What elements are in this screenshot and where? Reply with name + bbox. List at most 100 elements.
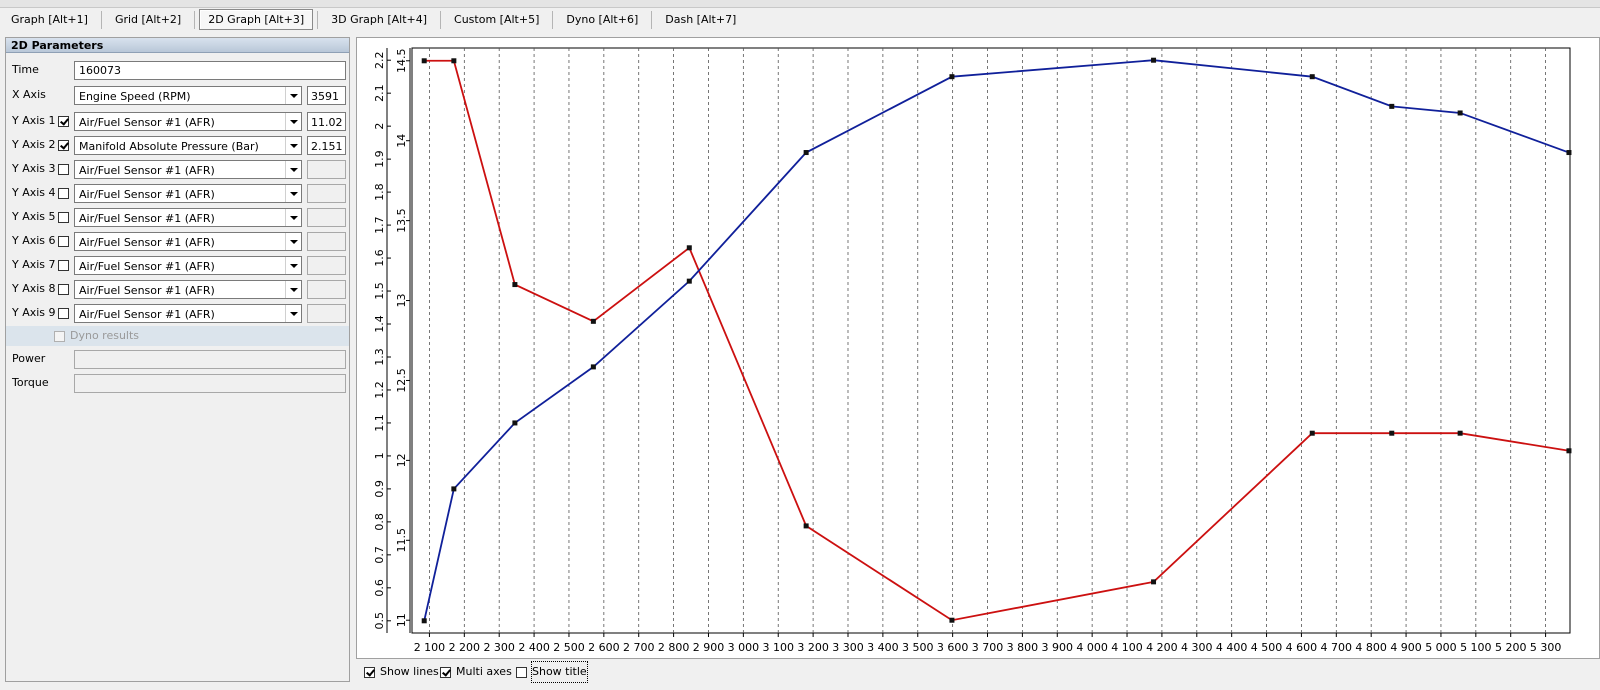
tab[interactable]: 2D Graph [Alt+3] [199, 9, 314, 30]
tab[interactable]: 3D Graph [Alt+4] [331, 13, 428, 26]
y2-tick-label: 1.9 [373, 150, 386, 168]
checkbox [54, 330, 65, 342]
checkbox[interactable] [58, 235, 69, 247]
option-label[interactable]: Show lines [380, 665, 439, 678]
x-tick-label: 2 900 [693, 641, 725, 654]
toolbar-strip [0, 0, 1600, 8]
panel-title: 2D Parameters [6, 38, 349, 53]
point-marker [803, 523, 809, 529]
row-label: Y Axis 2 [12, 138, 56, 151]
x-tick-label: 4 600 [1286, 641, 1318, 654]
x-tick-label: 4 800 [1355, 641, 1387, 654]
y2-tick-label: 2 [373, 123, 386, 130]
tab[interactable]: Custom [Alt+5] [454, 13, 540, 26]
dropdown[interactable]: Air/Fuel Sensor #1 (AFR) [74, 303, 302, 323]
parameters-panel: 2D Parameters Time 160073 X Axis Engine Spe… [5, 37, 350, 682]
x-tick-label: 3 700 [972, 641, 1004, 654]
x-tick-label: 3 400 [867, 641, 899, 654]
checkbox[interactable] [58, 211, 69, 223]
point-marker [1389, 430, 1395, 436]
y2-tick-label: 0.7 [373, 546, 386, 564]
dropdown[interactable]: Air/Fuel Sensor #1 (AFR) [74, 207, 302, 227]
value-box [307, 159, 346, 179]
dropdown-button[interactable] [285, 208, 301, 226]
row-label: X Axis [12, 88, 46, 101]
series-line [424, 59, 1570, 622]
checkbox[interactable] [58, 139, 69, 151]
dropdown[interactable]: Air/Fuel Sensor #1 (AFR) [74, 279, 302, 299]
point-marker [512, 282, 518, 288]
x-tick-label: 4 500 [1251, 641, 1283, 654]
point-marker [686, 278, 692, 284]
dropdown-button[interactable] [285, 280, 301, 298]
tab[interactable]: Grid [Alt+2] [114, 13, 182, 26]
point-marker [949, 74, 955, 80]
dropdown-button[interactable] [285, 112, 301, 130]
y2-tick-label: 0.6 [373, 579, 386, 597]
point-marker [1457, 110, 1463, 116]
option-label[interactable]: Show title [531, 661, 588, 683]
x-tick-label: 4 200 [1146, 641, 1178, 654]
point-marker [1566, 448, 1572, 454]
point-marker [421, 58, 427, 64]
time-field: 160073 [74, 60, 346, 80]
x-tick-label: 2 200 [449, 641, 481, 654]
tab-separator [100, 10, 102, 29]
dropdown[interactable]: Air/Fuel Sensor #1 (AFR) [74, 183, 302, 203]
dropdown-button[interactable] [285, 256, 301, 274]
dropdown-button[interactable] [285, 136, 301, 154]
dropdown-button[interactable] [285, 304, 301, 322]
y2-tick-label: 1.8 [373, 183, 386, 201]
dropdown[interactable]: Air/Fuel Sensor #1 (AFR) [74, 255, 302, 275]
point-marker [1309, 74, 1315, 80]
tab[interactable]: Graph [Alt+1] [11, 13, 88, 26]
dropdown[interactable]: Air/Fuel Sensor #1 (AFR) [74, 111, 302, 131]
dropdown-button[interactable] [285, 184, 301, 202]
point-marker [421, 618, 427, 624]
point-marker [686, 245, 692, 251]
tab[interactable]: Dyno [Alt+6] [566, 13, 639, 26]
y2-tick-label: 1.1 [373, 414, 386, 432]
x-tick-label: 2 500 [553, 641, 585, 654]
point-marker [1389, 103, 1395, 109]
checkbox[interactable] [58, 307, 69, 319]
row-label: Y Axis 4 [12, 186, 56, 199]
dropdown-button[interactable] [285, 86, 301, 104]
option-label[interactable]: Multi axes [456, 665, 512, 678]
row-label: Y Axis 9 [12, 306, 56, 319]
y-tick-label: 13 [395, 294, 408, 308]
row-label: Dyno results [70, 329, 140, 342]
checkbox[interactable] [440, 666, 451, 678]
value-box [307, 183, 346, 203]
checkbox[interactable] [58, 163, 69, 175]
dropdown[interactable]: Engine Speed (RPM) [74, 85, 302, 105]
x-tick-label: 3 300 [832, 641, 864, 654]
value-box: 3591 [307, 85, 346, 105]
dropdown[interactable]: Air/Fuel Sensor #1 (AFR) [74, 231, 302, 251]
point-marker [803, 150, 809, 156]
series-line [423, 59, 1570, 621]
checkbox[interactable] [516, 666, 527, 678]
dropdown[interactable]: Manifold Absolute Pressure (Bar) [74, 135, 302, 155]
row-label: Y Axis 1 [12, 114, 56, 127]
checkbox[interactable] [364, 666, 375, 678]
x-tick-label: 4 000 [1076, 641, 1108, 654]
checkbox[interactable] [58, 259, 69, 271]
value-box: 2.151 [307, 135, 346, 155]
checkbox[interactable] [58, 115, 69, 127]
checkbox[interactable] [58, 187, 69, 199]
point-marker [1309, 430, 1315, 436]
y2-tick-label: 1.6 [373, 249, 386, 267]
tab-separator [317, 10, 319, 29]
dropdown-button[interactable] [285, 232, 301, 250]
readout-field [74, 349, 346, 369]
checkbox[interactable] [58, 283, 69, 295]
x-tick-label: 5 100 [1460, 641, 1492, 654]
tab[interactable]: Dash [Alt+7] [665, 13, 737, 26]
dropdown[interactable]: Air/Fuel Sensor #1 (AFR) [74, 159, 302, 179]
dropdown-button[interactable] [285, 160, 301, 178]
x-tick-label: 2 100 [414, 641, 446, 654]
x-tick-label: 4 100 [1111, 641, 1143, 654]
x-tick-label: 3 200 [797, 641, 829, 654]
